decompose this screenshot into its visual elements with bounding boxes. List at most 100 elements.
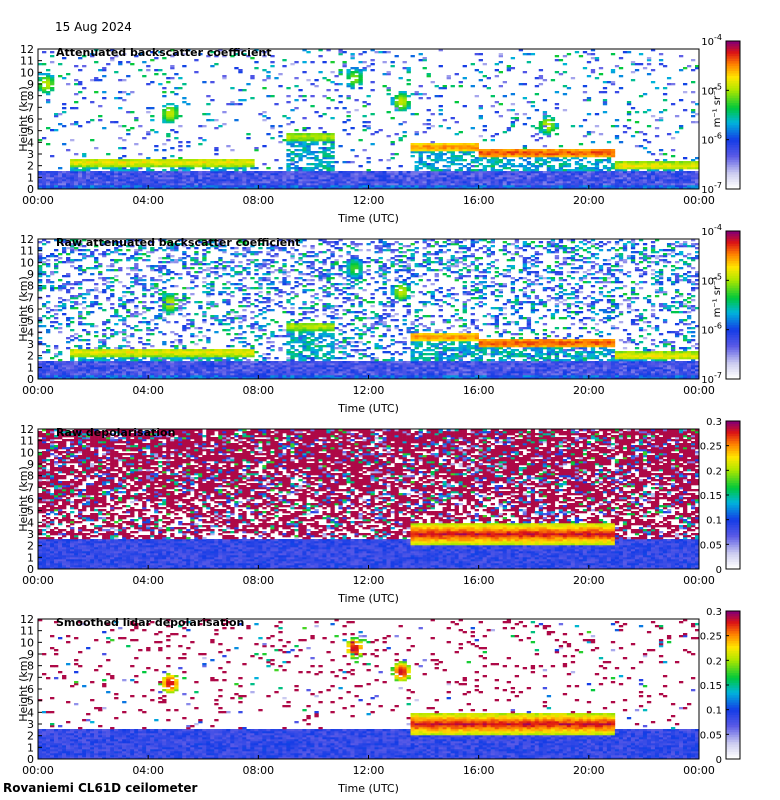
colorbar-swatch xyxy=(726,524,740,528)
colorbar-swatch xyxy=(726,438,740,442)
colorbar-swatch xyxy=(726,731,740,735)
colorbar-swatch xyxy=(726,300,740,303)
x-tick-label: 08:00 xyxy=(242,194,274,207)
colorbar-swatch xyxy=(726,305,740,308)
colorbar-swatch xyxy=(726,440,740,444)
y-tick-label: 10 xyxy=(20,66,34,79)
colorbar-swatch xyxy=(726,499,740,503)
colorbar-swatch xyxy=(726,186,740,190)
y-tick-label: 7 xyxy=(27,101,34,114)
colorbar-swatch xyxy=(726,756,740,760)
colorbar: 0.3 0.25 0.2 0.15 0.1 0.05 0 xyxy=(700,607,741,766)
colorbar-swatch xyxy=(726,295,740,298)
colorbar-swatch xyxy=(726,78,740,81)
colorbar-swatch xyxy=(726,670,740,674)
colorbar-swatch xyxy=(726,324,740,328)
colorbar-swatch xyxy=(726,75,740,79)
colorbar-swatch xyxy=(726,233,740,237)
y-tick-label: 11 xyxy=(20,55,34,68)
colorbar-swatch xyxy=(726,344,740,348)
colorbar-swatch xyxy=(726,470,740,474)
y-tick-label: 4 xyxy=(27,326,34,339)
colorbar-swatch xyxy=(726,549,740,553)
colorbar-swatch xyxy=(726,282,740,286)
colorbar: 10-4 10-5 10-6 10-7 m⁻¹ sr⁻¹ xyxy=(701,223,741,386)
colorbar-swatch xyxy=(726,546,740,550)
y-tick-label: 1 xyxy=(27,361,34,374)
colorbar-tick-label: 10-5 xyxy=(701,82,722,97)
colorbar-tick-label: 10-4 xyxy=(701,33,722,48)
colorbar-swatch xyxy=(726,95,740,99)
colorbar-swatch xyxy=(726,746,740,750)
colorbar-swatch xyxy=(726,337,740,340)
colorbar-swatch xyxy=(726,640,740,644)
colorbar-swatch xyxy=(726,332,740,335)
x-tick-label: 00:00 xyxy=(22,764,54,777)
x-tick-label: 16:00 xyxy=(463,384,495,397)
y-tick-label: 6 xyxy=(27,113,34,126)
colorbar-swatch xyxy=(726,741,740,745)
colorbar: 10-4 10-5 10-6 10-7 m⁻¹ sr⁻¹ xyxy=(701,33,741,196)
colorbar-swatch xyxy=(726,480,740,484)
colorbar-swatch xyxy=(726,628,740,632)
colorbar-swatch xyxy=(726,660,740,664)
colorbar-swatch xyxy=(726,82,740,86)
colorbar-swatch xyxy=(726,107,740,111)
y-tick-label: 11 xyxy=(20,245,34,258)
colorbar-swatch xyxy=(726,142,740,145)
colorbar-swatch xyxy=(726,105,740,108)
colorbar-swatch xyxy=(726,349,740,353)
colorbar-swatch xyxy=(726,512,740,516)
colorbar-swatch xyxy=(726,729,740,733)
colorbar-tick-label: 0.25 xyxy=(700,632,722,643)
colorbar-swatch xyxy=(726,258,740,261)
y-tick-label: 7 xyxy=(27,671,34,684)
colorbar-tick-label: 0.15 xyxy=(700,491,722,502)
y-tick-label: 2 xyxy=(27,350,34,363)
colorbar-swatch xyxy=(726,329,740,333)
colorbar-swatch xyxy=(726,100,740,104)
colorbar-swatch xyxy=(726,253,740,257)
colorbar-swatch xyxy=(726,139,740,143)
colorbar-swatch xyxy=(726,129,740,133)
colorbar-swatch xyxy=(726,680,740,683)
colorbar-swatch xyxy=(726,453,740,456)
colorbar-swatch xyxy=(726,652,740,656)
colorbar-tick-label: 10-5 xyxy=(701,272,722,287)
colorbar-swatch xyxy=(726,734,740,738)
colorbar-swatch xyxy=(726,263,740,266)
colorbar-swatch xyxy=(726,184,740,187)
colorbar-swatch xyxy=(726,127,740,131)
colorbar-swatch xyxy=(726,346,740,350)
x-tick-label: 20:00 xyxy=(573,574,605,587)
y-tick-label: 5 xyxy=(27,505,34,518)
colorbar-swatch xyxy=(726,662,740,666)
y-tick-label: 10 xyxy=(20,636,34,649)
colorbar-swatch xyxy=(726,472,740,476)
colorbar-swatch xyxy=(726,519,740,523)
colorbar-swatch xyxy=(726,63,740,67)
colorbar-swatch xyxy=(726,149,740,153)
colorbar-swatch xyxy=(726,255,740,259)
colorbar-swatch xyxy=(726,243,740,247)
colorbar-swatch xyxy=(726,492,740,496)
colorbar-swatch xyxy=(726,749,740,752)
colorbar-swatch xyxy=(726,630,740,634)
colorbar-tick-label: 0.05 xyxy=(700,730,722,741)
colorbar-swatch xyxy=(726,366,740,370)
colorbar-tick-label: 0.15 xyxy=(700,681,722,692)
colorbar-swatch xyxy=(726,522,740,525)
colorbar-swatch xyxy=(726,272,740,276)
y-tick-label: 5 xyxy=(27,695,34,708)
colorbar-swatch xyxy=(726,317,740,321)
colorbar-swatch xyxy=(726,704,740,708)
x-tick-label: 08:00 xyxy=(242,384,274,397)
colorbar-swatch xyxy=(726,559,740,562)
colorbar-swatch xyxy=(726,618,740,622)
y-axis-label: Height (km) xyxy=(17,656,30,722)
colorbar-swatch xyxy=(726,85,740,89)
colorbar-swatch xyxy=(726,675,740,678)
colorbar-swatch xyxy=(726,502,740,506)
colorbar-swatch xyxy=(726,455,740,459)
y-tick-label: 3 xyxy=(27,528,34,541)
